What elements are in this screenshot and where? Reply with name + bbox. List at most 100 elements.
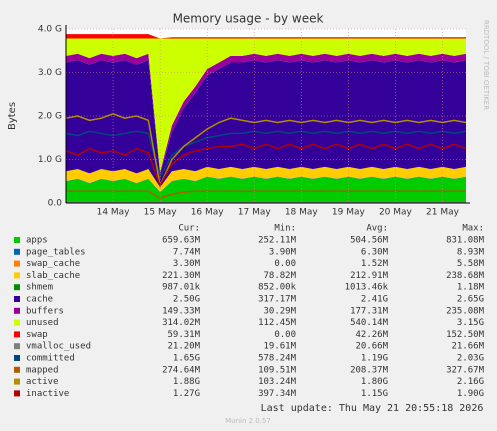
stat-value: 2.03G (457, 354, 484, 364)
legend-label: committed (26, 354, 75, 364)
legend-label: apps (26, 236, 48, 246)
area (66, 176, 466, 193)
y-axis-label: Bytes (7, 102, 18, 130)
stat-value: 20.66M (355, 342, 388, 352)
y-tick-label: 1.0 G (38, 155, 62, 165)
legend-swatch (14, 296, 20, 302)
stat-value: 1.19G (361, 354, 388, 364)
stat-value: 177.31M (350, 306, 389, 316)
stat-value: 540.14M (350, 318, 389, 328)
stat-value: 7.74M (173, 247, 201, 257)
legend-swatch (14, 284, 20, 291)
legend-label: active (26, 377, 59, 387)
stat-value: 3.30M (173, 259, 201, 269)
stat-value: 212.91M (350, 271, 389, 281)
legend-swatch (14, 378, 20, 385)
line (65, 130, 467, 179)
stat-value: 1.65G (173, 354, 200, 364)
stat-value: 274.64M (162, 365, 201, 375)
stat-value: 1.18M (457, 283, 485, 293)
legend-swatch (14, 248, 20, 255)
stat-value: 1.90G (457, 389, 484, 399)
stat-value: 317.17M (258, 295, 297, 305)
legend-label: unused (26, 318, 59, 328)
area (66, 166, 466, 192)
legend-label: shmem (26, 283, 53, 293)
x-tick-label: 14 May (97, 208, 131, 218)
stat-value: 987.01k (162, 283, 201, 293)
stat-value: 2.16G (457, 377, 484, 387)
stat-value: 852.00k (258, 283, 297, 293)
stat-value: 235.08M (446, 306, 485, 316)
legend-label: swap (26, 330, 48, 340)
stat-value: 0.00 (274, 259, 296, 269)
stat-value: 831.08M (446, 236, 485, 246)
x-tick-label: 21 May (426, 208, 460, 218)
legend-label: page_tables (26, 247, 86, 257)
x-tick-label: 20 May (379, 208, 413, 218)
legend-swatch (14, 272, 20, 279)
stat-value: 238.68M (446, 271, 485, 281)
x-tick-label: 17 May (238, 208, 272, 218)
stat-value: 3.15G (457, 318, 484, 328)
stat-value: 252.11M (258, 236, 297, 246)
y-tick-label: 3.0 G (38, 68, 62, 78)
stat-value: 504.56M (350, 236, 389, 246)
stat-value: 1.80G (361, 377, 388, 387)
legend-swatch (14, 331, 20, 338)
table-header: Cur: (178, 224, 200, 234)
stat-value: 78.82M (263, 271, 296, 281)
legend-swatch (14, 307, 20, 314)
line (66, 190, 466, 200)
area (66, 60, 466, 188)
stat-value: 152.50M (446, 330, 485, 340)
y-tick-label: 0.0 (48, 199, 63, 209)
stat-value: 397.34M (258, 389, 297, 399)
chart-title: Memory usage - by week (173, 12, 324, 26)
legend-label: vmalloc_used (26, 342, 91, 352)
x-tick-label: 18 May (285, 208, 319, 218)
stat-value: 1.52M (361, 259, 389, 269)
legend-swatch (14, 390, 20, 397)
stat-value: 208.37M (350, 365, 389, 375)
stat-value: 8.93M (457, 247, 485, 257)
table-header: Min: (274, 224, 296, 234)
x-tick-label: 16 May (191, 208, 225, 218)
legend-label: mapped (26, 365, 59, 375)
stat-value: 221.30M (162, 271, 201, 281)
line (65, 143, 467, 188)
legend-swatch (14, 355, 20, 361)
stat-value: 30.29M (263, 306, 296, 316)
rrdtool-credit: RRDTOOL / TOBI OETIKER (482, 20, 490, 110)
last-update: Last update: Thu May 21 20:55:18 2026 (261, 403, 484, 414)
legend-swatch (14, 343, 20, 350)
area (66, 38, 466, 173)
area (66, 176, 466, 203)
stat-value: 19.61M (263, 342, 296, 352)
legend-swatch (14, 366, 20, 373)
legend-label: inactive (26, 389, 69, 399)
legend-swatch (14, 237, 20, 243)
stat-value: 6.30M (361, 247, 389, 257)
stat-value: 1013.46k (345, 283, 389, 293)
x-tick-label: 15 May (144, 208, 178, 218)
stat-value: 5.58M (457, 259, 485, 269)
stat-value: 0.00 (274, 330, 296, 340)
stat-value: 1.88G (173, 377, 200, 387)
stat-value: 149.33M (162, 306, 201, 316)
stat-value: 112.45M (258, 318, 297, 328)
stat-value: 21.66M (451, 342, 484, 352)
stat-value: 2.50G (173, 295, 200, 305)
legend-label: cache (26, 295, 53, 305)
stat-value: 578.24M (258, 354, 297, 364)
legend-label: buffers (26, 306, 64, 316)
stat-value: 103.24M (258, 377, 297, 387)
stat-value: 59.31M (167, 330, 200, 340)
legend-label: swap_cache (26, 259, 80, 269)
footer: Munin 2.0.57 (225, 417, 271, 425)
legend-label: slab_cache (26, 271, 80, 281)
y-tick-label: 2.0 G (38, 112, 62, 122)
stat-value: 1.27G (173, 389, 200, 399)
line (65, 113, 467, 189)
